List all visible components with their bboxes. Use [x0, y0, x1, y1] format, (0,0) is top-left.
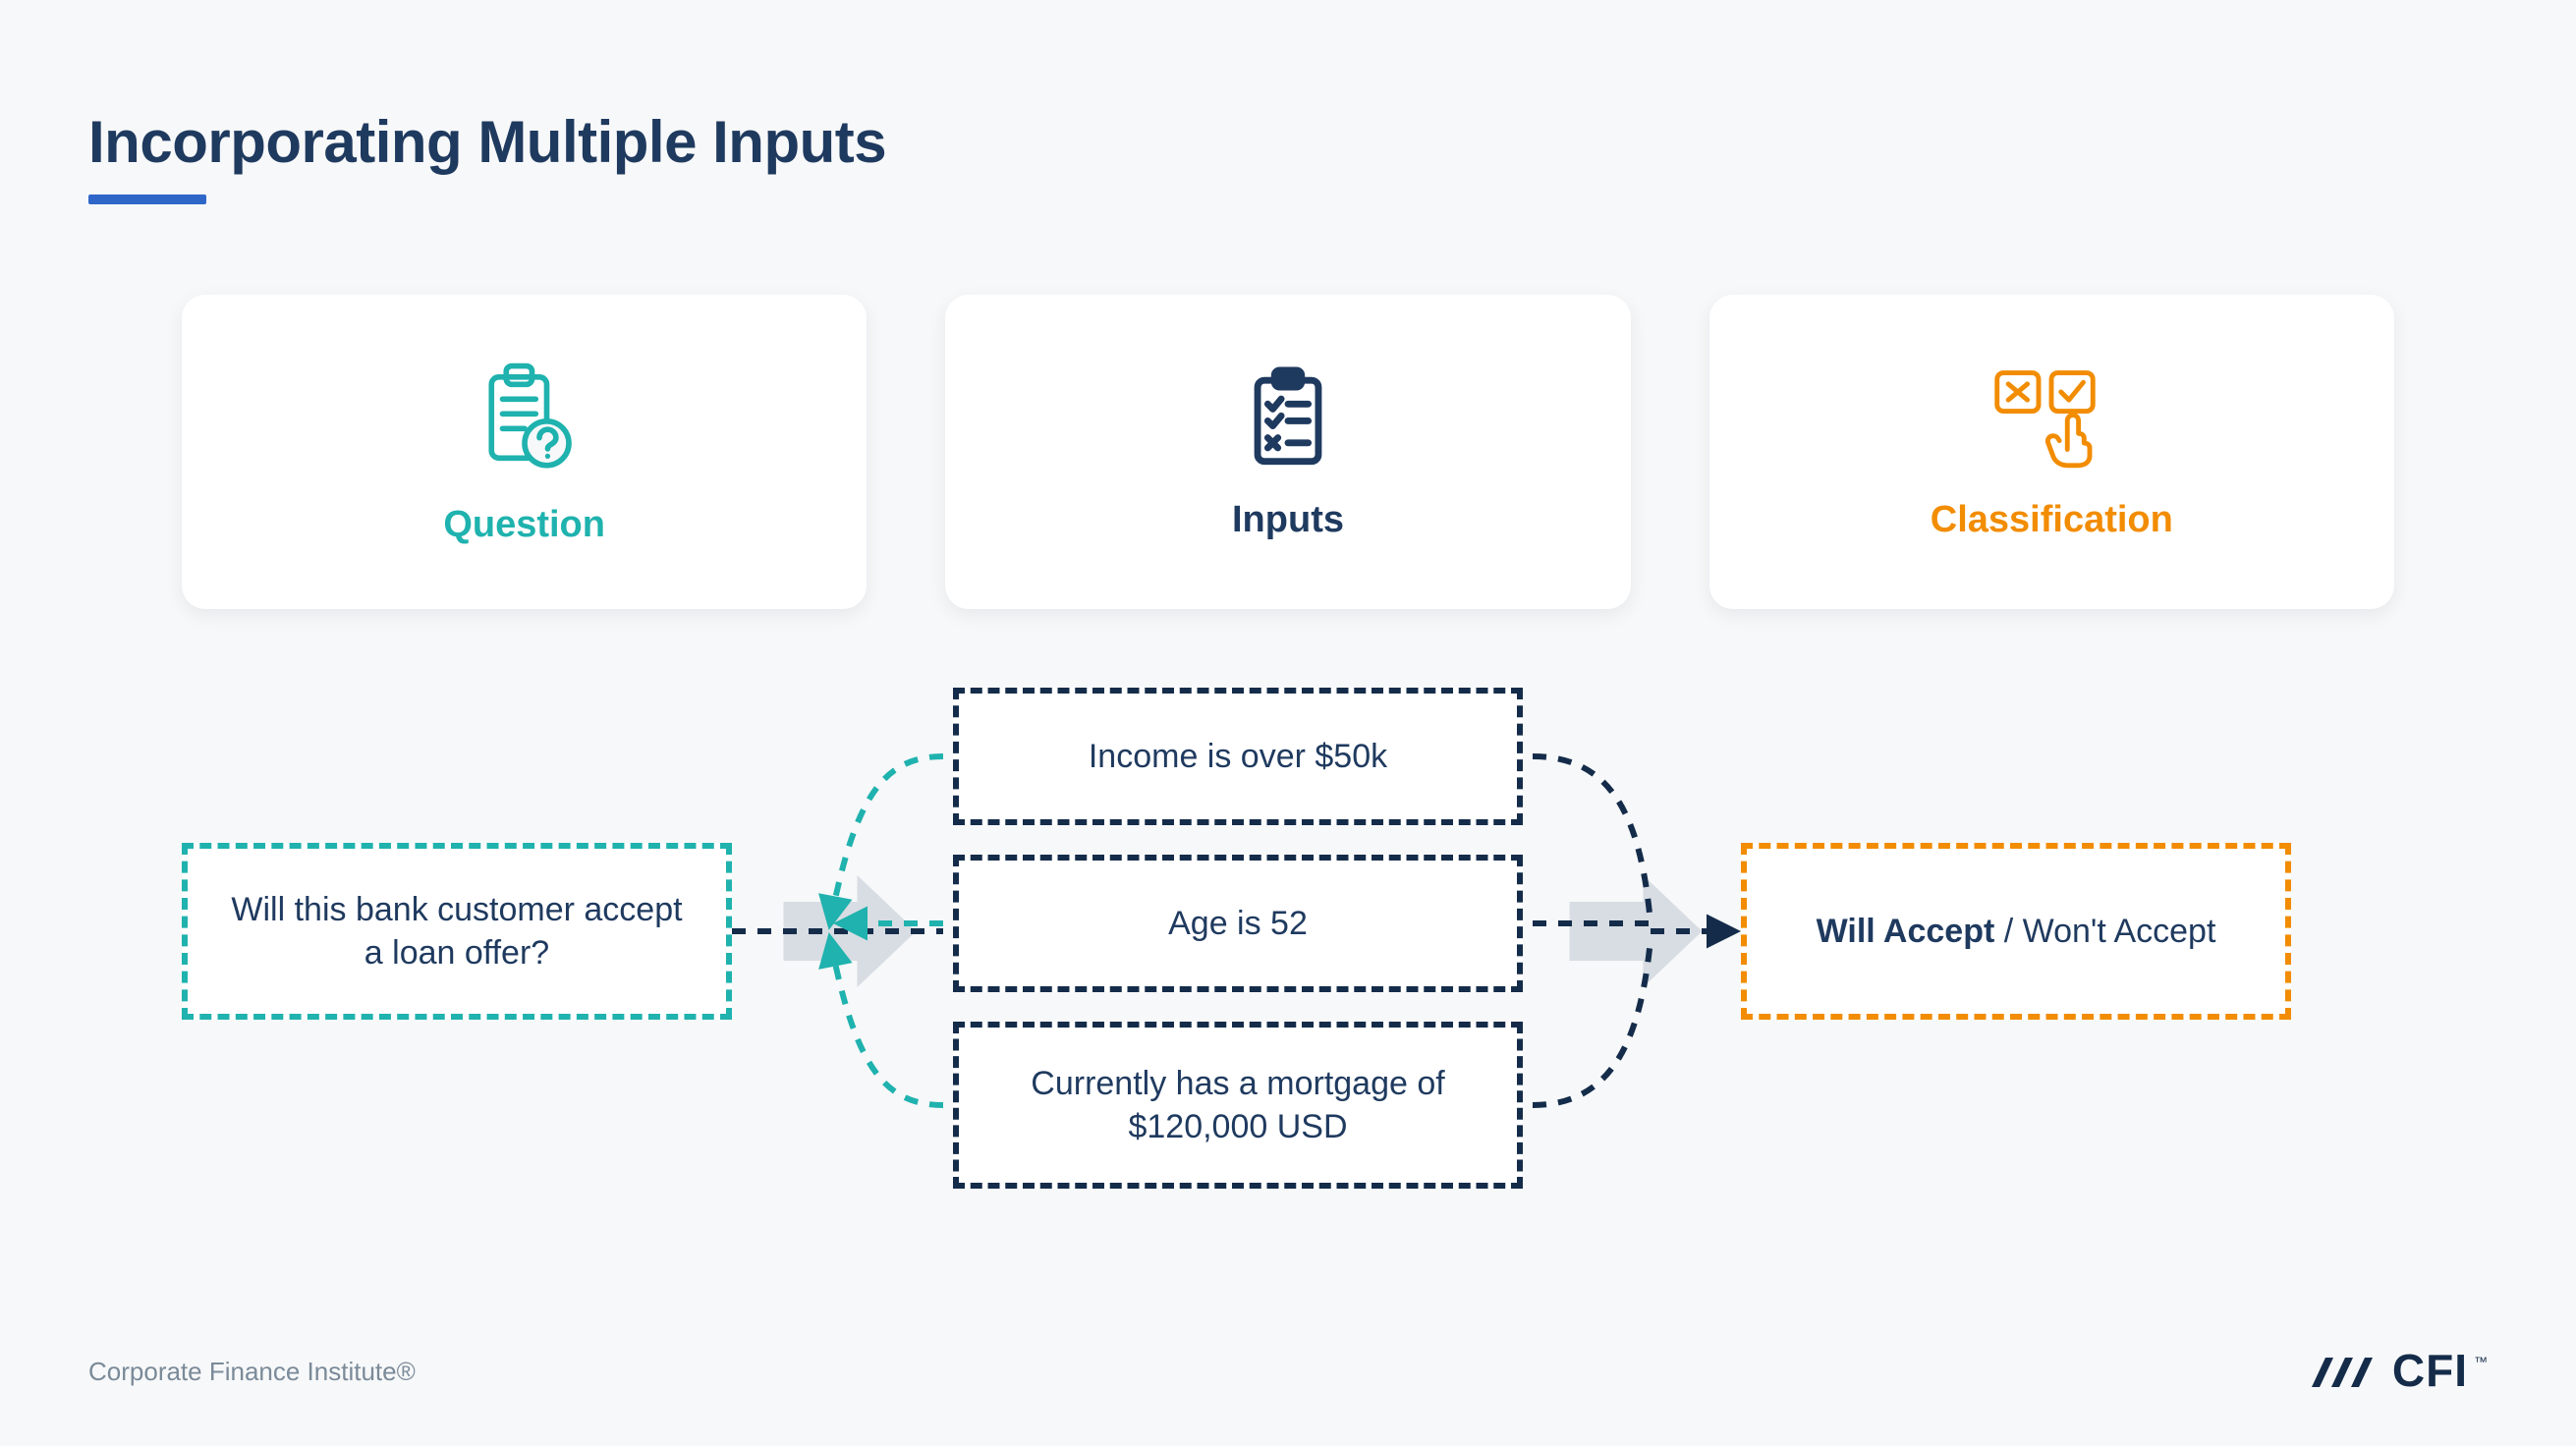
choice-hand-icon: [1988, 363, 2115, 472]
big-arrow-1-icon: [776, 872, 924, 990]
classification-strong: Will Accept: [1817, 913, 1995, 950]
question-box-text: Will this bank customer accept a loan of…: [227, 888, 687, 974]
question-box: Will this bank customer accept a loan of…: [182, 843, 732, 1020]
card-classification: Classification: [1709, 295, 2394, 609]
footer-logo: CFI ™: [2310, 1344, 2488, 1397]
slide: Incorporating Multiple Inputs Question: [0, 0, 2576, 1446]
input-box-3-text: Currently has a mortgage of $120,000 USD: [998, 1062, 1478, 1148]
card-question: Question: [182, 295, 867, 609]
clipboard-checklist-icon: [1234, 363, 1342, 472]
title-underline: [88, 195, 206, 204]
footer-logo-text: CFI: [2392, 1344, 2468, 1397]
cfi-bars-icon: [2310, 1348, 2379, 1393]
input-box-1-text: Income is over $50k: [1089, 735, 1387, 778]
classification-box: Will Accept / Won't Accept: [1741, 843, 2291, 1020]
input-box-2: Age is 52: [953, 855, 1523, 992]
input-box-1: Income is over $50k: [953, 688, 1523, 825]
page-title: Incorporating Multiple Inputs: [88, 108, 886, 176]
footer-text: Corporate Finance Institute®: [88, 1357, 416, 1387]
card-inputs-label: Inputs: [1232, 499, 1344, 541]
classification-sep: /: [1994, 913, 2022, 950]
input-box-3: Currently has a mortgage of $120,000 USD: [953, 1022, 1523, 1189]
big-arrow-2-icon: [1562, 872, 1709, 990]
input-box-2-text: Age is 52: [1168, 902, 1308, 945]
top-cards-row: Question Inputs Classification: [182, 295, 2394, 609]
classification-rest: Won't Accept: [2023, 913, 2216, 950]
card-inputs: Inputs: [945, 295, 1630, 609]
card-classification-label: Classification: [1931, 499, 2173, 541]
footer-logo-tm: ™: [2474, 1354, 2488, 1369]
clipboard-question-icon: [466, 359, 584, 476]
flow-diagram: Will this bank customer accept a loan of…: [0, 678, 2576, 1287]
card-question-label: Question: [443, 504, 605, 546]
classification-box-text: Will Accept / Won't Accept: [1817, 910, 2216, 953]
